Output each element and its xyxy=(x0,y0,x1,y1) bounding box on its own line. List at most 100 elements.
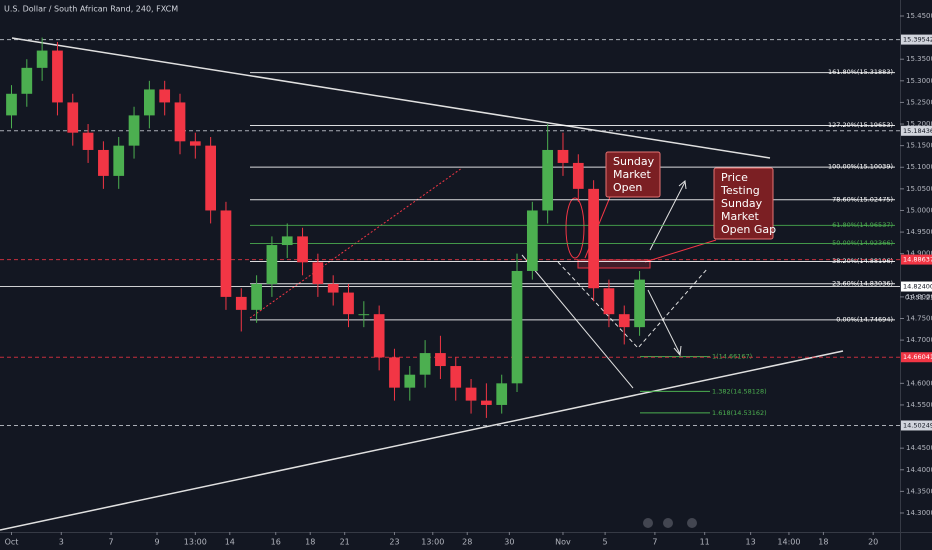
y-tick-label: 15.20000 xyxy=(906,120,932,128)
trend-line xyxy=(11,37,771,159)
candle-body xyxy=(327,283,339,293)
x-tick-label: 13 xyxy=(746,538,756,547)
x-tick-label: 14 xyxy=(225,538,235,547)
y-tick-label: 15.10000 xyxy=(906,163,932,171)
candle-body xyxy=(205,145,216,211)
x-tick-label: 5 xyxy=(603,538,608,547)
candle-body xyxy=(144,89,155,116)
candle-body xyxy=(465,387,477,401)
fib-label: 50.00%(14.92366) xyxy=(832,239,893,247)
trend-line xyxy=(0,350,844,531)
candle-body xyxy=(174,102,186,142)
annotation-text: Testing xyxy=(720,184,760,197)
annotation-text: Market xyxy=(721,210,759,223)
candle-body xyxy=(297,236,308,263)
annotation-box xyxy=(713,167,774,240)
candle-body xyxy=(36,50,48,68)
fib-label: 161.80%(15.31883) xyxy=(828,68,893,76)
candle-body xyxy=(526,210,538,271)
x-tick-label: 3 xyxy=(59,538,64,547)
candle-body xyxy=(220,210,232,297)
candle-body xyxy=(404,374,416,388)
candle-body xyxy=(496,383,508,405)
y-tick-label: 14.30000 xyxy=(906,509,932,517)
x-tick-label: 9 xyxy=(154,538,159,547)
y-tick-label: 14.70000 xyxy=(906,336,932,344)
annotation-text: Open xyxy=(613,181,642,194)
annotations: SundayMarketOpenPriceTestingSundayMarket… xyxy=(605,151,776,240)
arrowhead xyxy=(678,180,687,190)
annotation-text: Market xyxy=(613,168,651,181)
candle-body xyxy=(373,314,385,358)
candle-body xyxy=(235,296,247,310)
x-tick-label: 7 xyxy=(652,538,657,547)
candle-body xyxy=(281,236,293,246)
candle-body xyxy=(128,115,140,146)
price-marker-label: 14.66041 xyxy=(903,353,932,361)
candle-body xyxy=(189,141,201,146)
x-tick-label: 23 xyxy=(389,538,399,547)
extension-label: 1.618(14.53162) xyxy=(712,409,767,417)
y-tick-label: 15.45000 xyxy=(906,12,932,20)
x-tick-label: 11 xyxy=(700,538,710,547)
x-tick-label: 7 xyxy=(109,538,114,547)
candle-body xyxy=(511,270,523,384)
price-marker xyxy=(901,254,932,265)
grid xyxy=(10,15,904,535)
annotation-text: Sunday xyxy=(613,155,655,168)
candle-body xyxy=(159,89,171,103)
candle-body xyxy=(113,145,125,176)
price-marker xyxy=(901,420,932,431)
candle-body xyxy=(572,162,584,189)
price-marker xyxy=(901,34,932,45)
y-tick-label: 15.15000 xyxy=(906,142,932,150)
candle-body xyxy=(557,149,569,163)
candle-body xyxy=(435,353,446,367)
countdown: 01:51:21 xyxy=(905,294,932,302)
arrow xyxy=(647,289,681,355)
candle-body xyxy=(6,93,17,116)
price-marker-label: 15.18436 xyxy=(903,127,932,135)
chart-title: U.S. Dollar / South African Rand, 240, F… xyxy=(4,5,178,14)
fib-label: 78.60%(15.02475) xyxy=(832,195,893,203)
candle-body xyxy=(52,50,63,103)
x-tick-label: 28 xyxy=(462,538,472,547)
candle-body xyxy=(618,314,630,328)
arrowhead xyxy=(673,345,682,357)
y-tick-label: 14.95000 xyxy=(906,228,932,236)
annotation-text: Sunday xyxy=(721,197,763,210)
x-tick-label: Nov xyxy=(555,538,571,547)
candles xyxy=(6,37,645,418)
candle-body xyxy=(82,132,94,150)
event-icon xyxy=(687,518,697,528)
y-tick-label: 14.55000 xyxy=(906,401,932,409)
projection-line xyxy=(521,254,634,389)
annotation-box xyxy=(605,151,661,198)
candle-body xyxy=(450,366,462,388)
fib-label: 127.20%(15.19653) xyxy=(828,121,893,129)
y-tick-label: 14.75000 xyxy=(906,315,932,323)
candle-body xyxy=(588,188,599,289)
candle-body xyxy=(21,67,33,94)
annotation-text: Price xyxy=(721,171,748,184)
candle-body xyxy=(634,279,645,328)
candle-body xyxy=(343,292,354,315)
x-tick-label: 20 xyxy=(868,538,878,547)
candle-body xyxy=(312,262,324,284)
candle-body xyxy=(542,149,554,211)
x-tick-label: Oct xyxy=(5,538,19,547)
candle-body xyxy=(67,102,79,133)
price-marker xyxy=(901,125,932,136)
x-tick-label: 13:00 xyxy=(184,538,207,547)
candle-body xyxy=(481,400,492,405)
y-tick-label: 15.00000 xyxy=(906,206,932,214)
drawings: 161.80%(15.31883) 127.20%(15.19653) 100.00… xyxy=(0,37,900,531)
candle-body xyxy=(266,245,278,284)
annotation-text: Open Gap xyxy=(721,223,776,236)
x-tick-label: 21 xyxy=(340,538,350,547)
y-tick-label: 14.60000 xyxy=(906,379,932,387)
y-tick-label: 15.35000 xyxy=(906,55,932,63)
y-tick-label: 14.35000 xyxy=(906,487,932,495)
event-icon xyxy=(643,518,653,528)
